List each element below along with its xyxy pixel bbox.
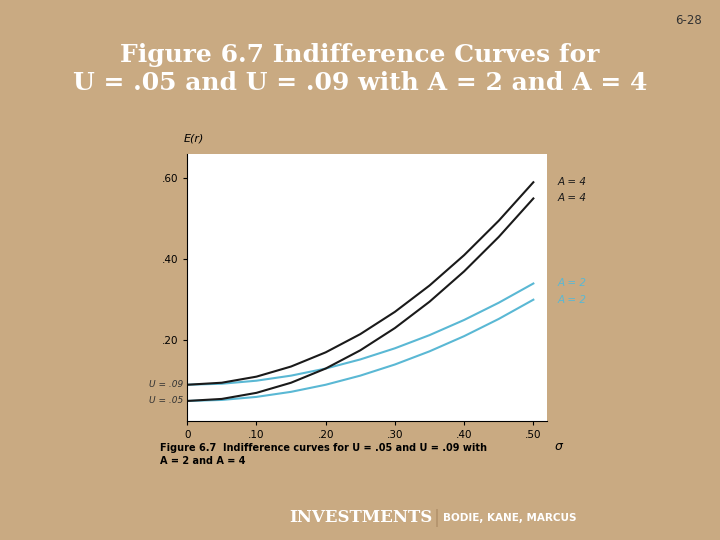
Text: A = 4: A = 4 (558, 177, 587, 187)
Text: E(r): E(r) (184, 133, 204, 143)
Text: INVESTMENTS: INVESTMENTS (289, 509, 432, 526)
Text: Figure 6.7 Indifference Curves for
U = .05 and U = .09 with A = 2 and A = 4: Figure 6.7 Indifference Curves for U = .… (73, 43, 647, 94)
Text: A = 2: A = 2 (558, 279, 587, 288)
Text: U = .05: U = .05 (149, 396, 184, 406)
Text: A = 4: A = 4 (558, 193, 587, 204)
Text: σ: σ (554, 440, 562, 453)
Text: U = .09: U = .09 (149, 380, 184, 389)
Text: BODIE, KANE, MARCUS: BODIE, KANE, MARCUS (443, 513, 576, 523)
Text: A = 2: A = 2 (558, 295, 587, 305)
Text: 6-28: 6-28 (675, 14, 702, 26)
Text: Figure 6.7  Indifference curves for U = .05 and U = .09 with
A = 2 and A = 4: Figure 6.7 Indifference curves for U = .… (161, 443, 487, 466)
Text: |: | (434, 509, 440, 527)
